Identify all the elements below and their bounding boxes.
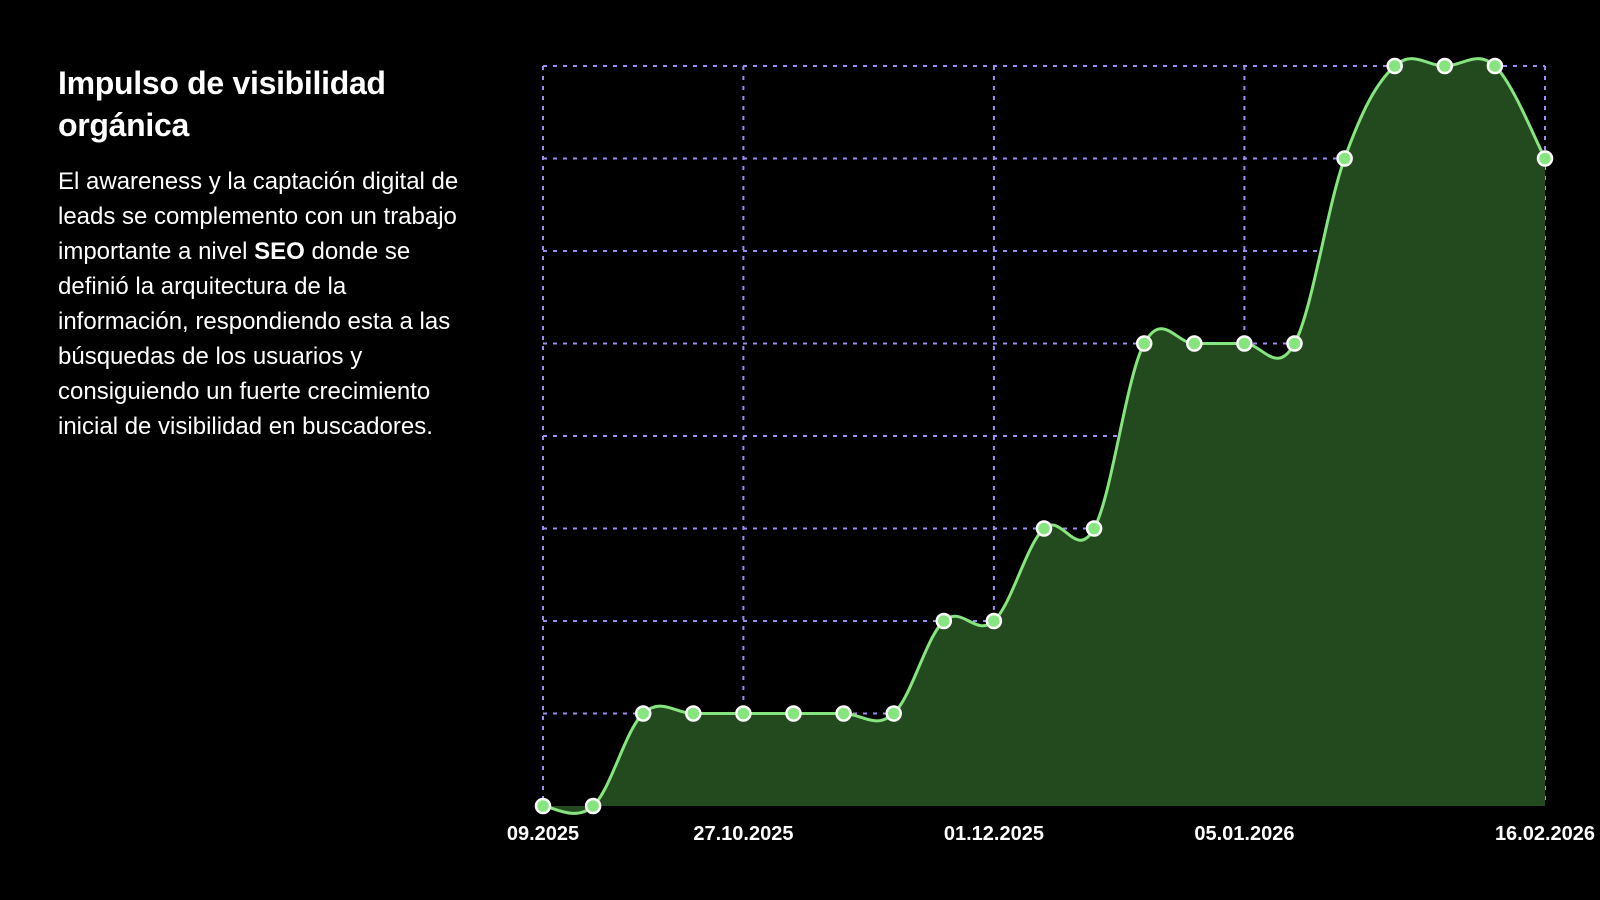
data-point [885, 705, 902, 722]
data-point [1186, 335, 1203, 352]
description-rest: donde se definió la arquitectura de la i… [58, 238, 451, 440]
data-point [1035, 520, 1053, 537]
data-point [1286, 335, 1303, 352]
page-title: Impulso de visibilidad orgánica [58, 65, 386, 143]
x-tick-label: 05.01.2026 [1194, 823, 1294, 845]
data-point [1436, 57, 1454, 75]
description-text: El awareness y la captación digital de l… [58, 164, 478, 444]
data-point [835, 705, 852, 722]
visibility-line [542, 57, 1547, 815]
data-point [634, 705, 652, 722]
data-point [534, 797, 552, 815]
x-tick-label: 16.02.2026 [1495, 823, 1595, 845]
data-points [534, 57, 1554, 815]
x-axis-ticks: 09.2025 27.10.2025 01.12.2025 05.01.2026 16.… [507, 823, 1595, 845]
data-point [935, 612, 953, 630]
x-tick-label: 09.2025 [507, 823, 579, 845]
description-emphasis-seo: SEO [254, 238, 305, 265]
data-point [1336, 150, 1353, 167]
data-point [1085, 520, 1103, 537]
data-point [1236, 335, 1253, 352]
data-point [685, 705, 702, 722]
visibility-area [543, 58, 1545, 814]
text-panel: Impulso de visibilidad orgánica El aware… [58, 62, 478, 444]
data-point [785, 705, 802, 722]
data-point [1536, 150, 1554, 167]
x-tick-label: 27.10.2025 [693, 823, 793, 845]
data-point [985, 612, 1003, 630]
data-point [584, 797, 602, 815]
x-tick-label: 01.12.2025 [944, 823, 1044, 845]
data-point [735, 705, 752, 722]
data-point [1386, 57, 1403, 75]
description-intro: El awareness y la captación digital de l… [58, 168, 459, 265]
data-point [1486, 57, 1504, 75]
data-point [1135, 335, 1153, 352]
